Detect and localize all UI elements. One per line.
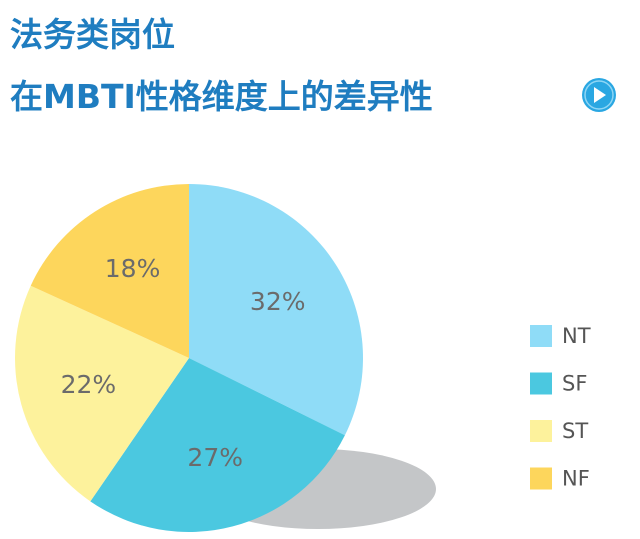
legend-swatch xyxy=(530,467,552,490)
chart-subtitle: 在MBTI性格维度上的差异性 xyxy=(10,77,433,116)
slice-label: 32% xyxy=(250,287,306,316)
slice-label: 27% xyxy=(187,443,243,472)
chart-title: 法务类岗位 xyxy=(10,15,175,54)
legend-swatch xyxy=(530,372,552,395)
slice-label: 18% xyxy=(105,254,161,283)
pie-slice xyxy=(189,184,363,436)
legend-label: ST xyxy=(562,419,588,443)
pie-slice xyxy=(90,358,345,532)
legend-label: NF xyxy=(562,467,590,491)
legend-swatch xyxy=(530,420,552,442)
slice-label: 22% xyxy=(61,370,117,399)
pie-slice xyxy=(14,285,189,502)
play-icon xyxy=(582,78,616,112)
legend-swatch xyxy=(530,325,552,347)
pie-slice xyxy=(30,184,190,358)
legend-label: NT xyxy=(562,324,591,348)
legend-label: SF xyxy=(562,372,587,396)
